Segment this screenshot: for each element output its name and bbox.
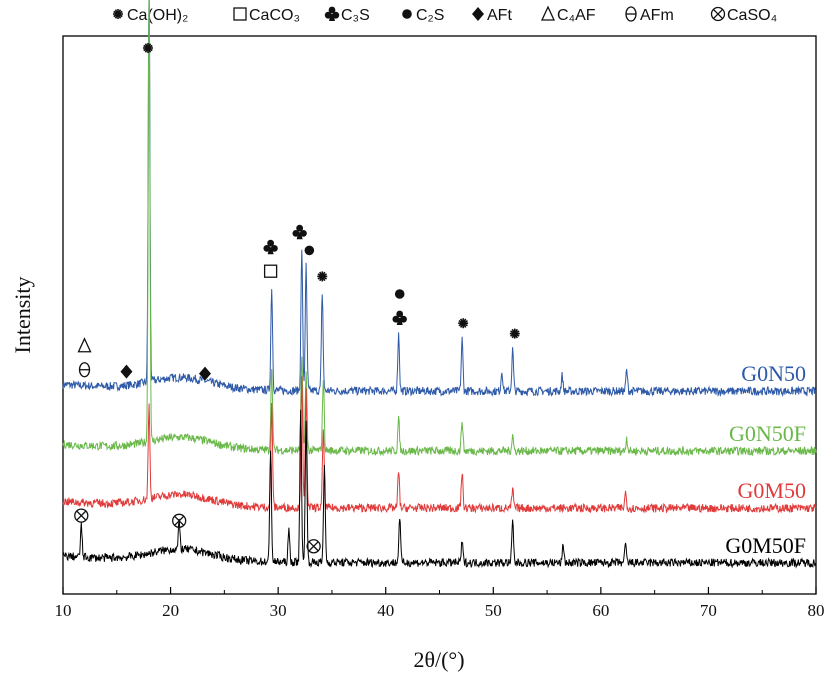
peak-marker-asterisk-icon xyxy=(317,271,328,282)
x-tick-label: 10 xyxy=(55,601,72,620)
x-tick-label: 30 xyxy=(270,601,287,620)
legend-symbol-delta-icon xyxy=(540,5,556,21)
legend-symbol-otimes-icon xyxy=(710,6,726,22)
legend-symbol-square-icon xyxy=(233,7,247,21)
peak-marker-asterisk-icon xyxy=(458,318,469,329)
peak-marker-otimes-icon xyxy=(74,508,89,523)
peak-marker-diamond-icon xyxy=(198,366,211,381)
x-tick-label: 50 xyxy=(485,601,502,620)
legend-symbol-dot-icon xyxy=(402,9,412,19)
x-tick-label: 70 xyxy=(700,601,717,620)
legend-label: CaSO₄ xyxy=(727,7,777,24)
x-tick-label: 40 xyxy=(377,601,394,620)
legend-label: Ca(OH)₂ xyxy=(127,7,188,24)
legend-symbol-theta-icon xyxy=(625,6,637,22)
x-tick-label: 20 xyxy=(162,601,179,620)
peak-marker-diamond-icon xyxy=(120,364,133,379)
peak-marker-square-icon xyxy=(263,264,278,278)
series-label-g0n50f: G0N50F xyxy=(729,421,806,446)
series-line-g0m50 xyxy=(62,375,817,514)
legend-label: C₄AF xyxy=(557,7,596,24)
legend: Ca(OH)₂ CaCO₃ C₃S C₂S AFt C₄AF AFm CaSO₄ xyxy=(113,5,777,24)
series-label-g0m50: G0M50 xyxy=(738,478,806,503)
peak-marker-delta-icon xyxy=(77,337,92,353)
series-line-g0n50f xyxy=(62,0,817,457)
series-line-g0n50 xyxy=(62,0,817,398)
series-label-g0n50: G0N50 xyxy=(741,361,806,386)
x-tick-label: 60 xyxy=(592,601,609,620)
peak-marker-asterisk-icon xyxy=(142,43,153,53)
peak-marker-dot-icon xyxy=(394,289,405,299)
peak-marker-club-icon xyxy=(392,310,407,325)
peak-marker-otimes-icon xyxy=(306,539,321,554)
peak-marker-asterisk-icon xyxy=(509,328,520,339)
legend-symbol-club-icon xyxy=(324,6,340,21)
legend-label: CaCO₃ xyxy=(249,7,300,24)
peak-marker-club-icon xyxy=(263,239,278,255)
peak-annotations xyxy=(74,43,520,554)
series-line-g0m50f xyxy=(62,409,817,569)
legend-label: AFt xyxy=(487,7,512,24)
y-axis-title: Intensity xyxy=(10,277,35,354)
x-axis: 10 20 30 40 50 60 70 80 xyxy=(55,587,825,620)
peak-marker-theta-icon xyxy=(78,362,91,378)
legend-label: C₃S xyxy=(341,7,370,24)
peak-marker-otimes-icon xyxy=(172,513,187,528)
peak-marker-club-icon xyxy=(292,224,307,240)
peak-marker-dot-icon xyxy=(304,245,315,256)
series-layer: G0N50 G0N50F G0M50 G0M50F xyxy=(62,0,817,569)
x-tick-label: 80 xyxy=(808,601,825,620)
x-axis-title: 2θ/(°) xyxy=(413,647,464,672)
legend-label: AFm xyxy=(640,7,674,24)
series-label-g0m50f: G0M50F xyxy=(725,533,806,558)
legend-symbol-diamond-icon xyxy=(472,7,484,21)
legend-label: C₂S xyxy=(416,7,444,24)
legend-symbol-asterisk-icon xyxy=(113,9,123,19)
